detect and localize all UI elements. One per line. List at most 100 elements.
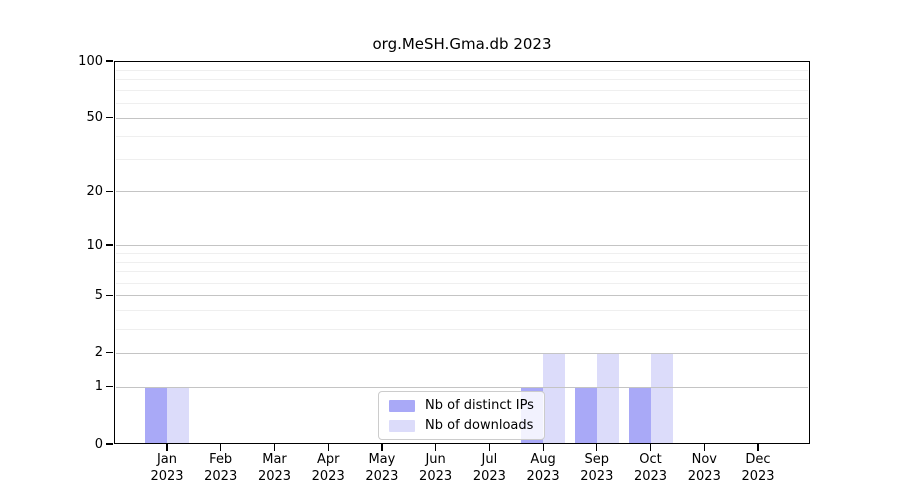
year-label: 2023	[419, 469, 453, 484]
y-axis-tick	[106, 244, 113, 246]
bar-aug-downloads	[543, 352, 566, 443]
month-label: Oct	[639, 452, 662, 467]
plot-area	[114, 61, 810, 444]
x-axis-tick	[757, 444, 759, 451]
year-label: 2023	[257, 469, 292, 484]
gridline-minor	[116, 79, 808, 81]
y-axis-tick	[106, 190, 113, 192]
year-label: 2023	[311, 469, 345, 484]
year-label: 2023	[526, 469, 560, 484]
gridline-major	[116, 117, 808, 119]
gridline-minor	[116, 261, 808, 263]
year-label: 2023	[687, 469, 721, 484]
gridline-minor	[116, 135, 808, 137]
gridline-major	[116, 386, 808, 388]
month-label: Mar	[262, 452, 287, 467]
y-axis-tick-label: 20	[86, 183, 103, 199]
gridline-minor	[116, 329, 808, 330]
x-axis-tick	[488, 444, 491, 451]
x-axis-tick-label: Feb 2023	[181, 451, 261, 485]
gridline-minor	[116, 310, 808, 312]
y-axis-tick	[106, 443, 113, 445]
month-label: Sep	[584, 452, 610, 467]
bar-oct-downloads	[650, 352, 673, 443]
chart-title: org.MeSH.Gma.db 2023	[372, 35, 552, 53]
gridline-minor	[116, 69, 808, 71]
x-axis-tick	[381, 444, 383, 451]
x-axis-tick	[542, 444, 544, 451]
gridline-major	[116, 352, 808, 354]
bar-sep-downloads	[596, 352, 619, 443]
y-axis-tick	[106, 385, 113, 388]
y-axis-tick-label: 100	[78, 53, 103, 69]
legend-item-distinct-ips: Nb of distinct IPs	[389, 398, 534, 413]
gridline-minor	[116, 252, 808, 254]
y-axis-tick-label: 5	[94, 287, 103, 303]
x-axis-tick-label: Sep 2023	[557, 451, 637, 485]
bar-jan-distinct-ips	[145, 386, 167, 443]
legend-item-downloads: Nb of downloads	[389, 418, 534, 433]
gridline-major	[116, 245, 808, 246]
x-axis-tick-label: Jul 2023	[449, 451, 529, 485]
x-axis-tick	[166, 444, 168, 451]
x-axis-tick-label: May 2023	[342, 451, 422, 485]
gridline-minor	[116, 271, 808, 273]
y-axis-tick	[106, 294, 113, 296]
year-label: 2023	[633, 469, 668, 484]
x-axis-tick	[220, 444, 222, 451]
x-axis-tick-label: Jan 2023	[127, 451, 207, 485]
x-axis-tick-label: Apr 2023	[288, 451, 368, 485]
y-axis-tick	[106, 117, 113, 119]
month-label: Nov	[691, 452, 717, 467]
x-axis-tick-label: Aug 2023	[503, 451, 583, 485]
month-label: Jan	[156, 452, 178, 467]
y-axis-tick-label: 50	[86, 110, 103, 126]
month-label: Jun	[425, 452, 446, 467]
x-axis-tick	[435, 444, 437, 451]
legend-label-distinct-ips: Nb of distinct IPs	[425, 398, 534, 413]
x-axis-tick-label: Nov 2023	[664, 451, 744, 485]
month-label: Aug	[530, 452, 556, 467]
x-axis-tick	[649, 444, 652, 451]
y-axis-tick-label: 10	[86, 237, 103, 253]
x-axis-tick-label: Mar 2023	[235, 451, 315, 485]
month-label: Jul	[481, 452, 498, 467]
y-axis-tick	[106, 60, 113, 62]
bar-sep-distinct-ips	[574, 386, 597, 443]
month-label: Apr	[316, 452, 340, 467]
y-axis-tick-label: 2	[94, 345, 103, 361]
year-label: 2023	[150, 469, 184, 484]
x-axis-tick	[596, 444, 598, 451]
x-axis-tick-label: Jun 2023	[396, 451, 476, 485]
year-label: 2023	[741, 469, 775, 484]
y-axis-tick-label: 0	[94, 436, 103, 452]
year-label: 2023	[472, 469, 506, 484]
x-axis-tick	[273, 444, 276, 451]
gridline-major	[116, 191, 808, 193]
gridline-minor	[116, 102, 808, 104]
gridline-major	[116, 295, 808, 297]
year-label: 2023	[365, 469, 399, 484]
year-label: 2023	[580, 469, 614, 484]
x-axis-tick	[327, 444, 329, 451]
bar-oct-distinct-ips	[628, 386, 651, 443]
year-label: 2023	[204, 469, 238, 484]
month-label: May	[368, 452, 396, 467]
month-label: Feb	[209, 452, 233, 467]
gridline-minor	[116, 159, 808, 160]
legend: Nb of distinct IPs Nb of downloads	[378, 391, 545, 440]
legend-swatch-distinct-ips	[389, 399, 415, 412]
gridline-minor	[116, 282, 808, 284]
bar-jan-downloads	[167, 386, 189, 443]
y-axis-tick-label: 1	[94, 379, 103, 394]
x-axis-tick-label: Dec 2023	[718, 451, 798, 485]
month-label: Dec	[745, 452, 771, 467]
y-axis-tick	[106, 352, 113, 354]
x-axis-tick-label: Oct 2023	[611, 451, 691, 485]
legend-swatch-downloads	[389, 419, 415, 432]
x-axis-tick	[703, 444, 705, 451]
gridline-minor	[116, 90, 808, 92]
